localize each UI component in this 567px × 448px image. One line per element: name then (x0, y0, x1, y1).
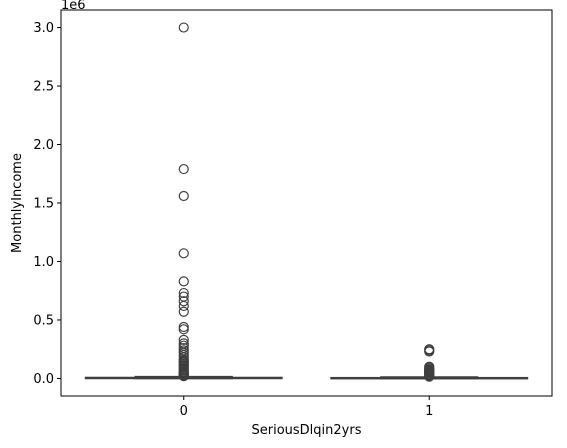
outlier-point (178, 371, 189, 382)
box-group-1 (330, 344, 529, 382)
y-axis-offset-label: 1e6 (61, 0, 86, 13)
y-tick-label: 0.5 (33, 313, 54, 328)
outlier-point (178, 190, 189, 202)
y-tick-label: 3.0 (33, 21, 54, 36)
outlier-point (178, 276, 189, 287)
axes-frame (60, 9, 553, 397)
y-axis-label: MonthlyIncome (10, 153, 25, 253)
x-tick-label: 1 (425, 404, 433, 419)
outlier-point (178, 163, 189, 175)
y-tick-label: 2.0 (33, 138, 54, 153)
outlier-point (424, 371, 435, 382)
outlier-point (424, 346, 435, 357)
box-group-0 (84, 22, 283, 382)
y-tick-label: 0.0 (33, 372, 54, 387)
outlier-point (178, 334, 189, 345)
outlier-point (178, 306, 189, 317)
y-tick-label: 1.0 (33, 255, 54, 270)
y-tick-label: 1.5 (33, 197, 54, 212)
outlier-point (178, 248, 189, 259)
y-axis-ticks: 0.0 0.5 1.0 1.5 2.0 2.5 3.0 (33, 21, 61, 387)
outlier-point (178, 300, 189, 312)
x-axis-label: SeriousDlqin2yrs (252, 423, 362, 438)
y-tick-label: 2.5 (33, 80, 54, 95)
outlier-point (178, 287, 189, 299)
outlier-point (178, 296, 189, 307)
outlier-point (178, 22, 189, 33)
outlier-point (178, 324, 189, 335)
plot-area (84, 22, 529, 382)
x-tick-label: 0 (180, 404, 188, 419)
